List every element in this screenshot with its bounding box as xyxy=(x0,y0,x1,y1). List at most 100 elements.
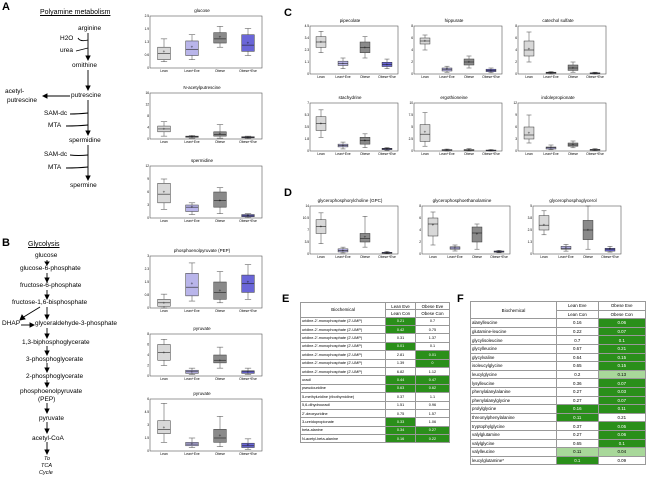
y-tick-label: 1.1 xyxy=(305,60,310,64)
boxplot-3: phosphoenolpyruvate (PEP) Lean Lean+Eve Obe… xyxy=(140,248,264,324)
cell-biochemical: leucylglycine xyxy=(469,369,558,380)
box-lean-eve: + xyxy=(545,144,557,150)
y-tick-label: 6 xyxy=(419,216,421,220)
cell-biochemical: valylglycine xyxy=(469,438,558,449)
box-mean-marker: + xyxy=(320,224,323,229)
node-samdc-1: SAM-dc xyxy=(44,110,68,117)
x-tick-label: Obese xyxy=(360,255,370,259)
table-row: valylleucine 0.11 0.04 xyxy=(469,447,647,457)
box-lean: + xyxy=(419,34,431,51)
table-row: lysylleucine 0.36 0.07 xyxy=(469,378,647,388)
table-row: 3-ureidopropionate 0.33 1.06 xyxy=(299,417,451,427)
node-f6p: fructose-6-phosphate xyxy=(20,282,82,289)
box-lean: + xyxy=(157,293,171,309)
cell-lean-ratio: 0.67 xyxy=(556,343,599,354)
box-mean-marker: + xyxy=(320,121,323,126)
box-iqr xyxy=(560,246,572,250)
node-pep: phosphoenolpyruvate xyxy=(20,388,83,395)
cell-biochemical: N-acetyl-beta-alanine xyxy=(299,434,387,444)
cell-obese-ratio: 0.07 xyxy=(597,326,647,337)
cell-obese-ratio: 1.57 xyxy=(414,408,451,419)
chart-title: pipecolate xyxy=(339,18,361,23)
box-obese-eve: + xyxy=(381,250,393,255)
chart-title: glucose xyxy=(194,8,210,13)
boxplot-6: pipecolate Lean Lean+Eve Obese Obese+Eve 0 1.1… xyxy=(300,18,400,90)
y-tick-label: 0 xyxy=(411,72,413,76)
y-tick-label: 2.5 xyxy=(145,14,150,18)
y-tick-label: 4 xyxy=(419,228,421,232)
boxplot-10: ergothioneine Lean Lean+Eve Obese Obese+Eve 0… xyxy=(404,95,504,167)
table-f-header-lean-con: Lean Con xyxy=(556,309,599,320)
y-tick-label: 16 xyxy=(145,91,149,95)
cell-obese-ratio: 0.01 xyxy=(414,350,451,360)
box-mean-marker: + xyxy=(490,68,493,73)
cell-biochemical: beta-alanine xyxy=(299,425,387,436)
table-row: leucylglycine 0.2 0.13 xyxy=(469,369,647,380)
x-tick-label: Lean+Eve xyxy=(184,219,200,223)
polyamine-title: Polyamine metabolism xyxy=(40,9,111,16)
glycolysis-title: Glycolysis xyxy=(28,241,60,248)
box-mean-marker: + xyxy=(163,300,166,305)
chart-title: glycerophosphoglycerol xyxy=(549,198,597,203)
x-tick-label: Obese+Eve xyxy=(482,75,500,79)
box-mean-marker: + xyxy=(219,288,222,293)
box-lean: + xyxy=(157,121,171,137)
y-tick-label: 4 xyxy=(411,48,413,52)
y-tick-label: 1.5 xyxy=(145,436,150,440)
table-f: Biochemical Lean Eve Obese Eve Lean Con … xyxy=(469,300,647,466)
box-mean-marker: + xyxy=(342,61,345,66)
box-mean-marker: + xyxy=(247,41,250,46)
cell-biochemical: tryptophylglycine xyxy=(469,421,558,431)
y-tick-label: 14 xyxy=(305,204,309,208)
cell-lean-ratio: 0.01 xyxy=(385,341,416,352)
box-mean-marker: + xyxy=(163,425,166,430)
cell-lean-ratio: 0.21 xyxy=(385,316,416,327)
box-obese-eve: + xyxy=(381,146,393,151)
table-row: alanylleucine 0.16 0.06 xyxy=(469,318,647,328)
cell-obese-ratio: 0.04 xyxy=(597,447,647,457)
cell-obese-ratio: 0.05 xyxy=(597,421,647,431)
table-row: 5,6-dihydrouracil 1.51 0.96 xyxy=(299,400,451,410)
box-mean-marker: + xyxy=(219,358,222,363)
box-lean: + xyxy=(427,211,439,246)
chart-plot-area: 0 1.1 2.3 3.4 4.5 + + + + xyxy=(305,24,399,76)
box-mean-marker: + xyxy=(191,205,194,210)
table-row: uracil 0.44 0.47 xyxy=(299,375,451,385)
y-tick-label: 0 xyxy=(307,149,309,153)
table-f-header-obese-eve: Obese Eve xyxy=(597,301,647,311)
boxplot-4: pyruvate Lean Lean+Eve Obese Obese+Eve 0 2 4 6 8 +… xyxy=(140,326,264,392)
box-obese-eve: + xyxy=(604,246,616,253)
table-row: beta-alanine 0.34 0.27 xyxy=(299,425,451,436)
y-tick-label: 12 xyxy=(513,101,517,105)
panel-label-f: F xyxy=(457,293,464,305)
node-mta-1: MTA xyxy=(48,122,62,129)
y-tick-label: 2 xyxy=(411,60,413,64)
y-tick-label: 0 xyxy=(147,449,149,453)
cell-lean-ratio: 0.16 xyxy=(556,318,599,328)
x-tick-label: Lean xyxy=(160,140,168,144)
y-tick-label: 12 xyxy=(145,164,149,168)
box-iqr xyxy=(185,204,199,212)
cell-biochemical: alanylleucine xyxy=(469,318,558,328)
box-lean-eve: + xyxy=(441,148,453,153)
y-tick-label: 8 xyxy=(147,332,149,336)
box-obese-eve: + xyxy=(241,135,255,140)
box-mean-marker: + xyxy=(550,145,553,150)
box-lean: + xyxy=(523,31,535,63)
y-tick-label: 2.5 xyxy=(409,137,414,141)
table-row: tryptophylglycine 0.37 0.05 xyxy=(469,421,647,431)
chart-plot-area: 0 1.3 2.5 3.8 5 + + + + xyxy=(528,204,622,256)
cell-biochemical: uridine-2'-monophosphate (2'-UMP) xyxy=(299,350,387,360)
y-tick-label: 4.5 xyxy=(305,24,310,28)
box-mean-marker: + xyxy=(219,34,222,39)
box-obese: + xyxy=(463,55,475,69)
node-acetyl-coa: acetyl-CoA xyxy=(32,435,64,442)
cell-biochemical: valylleucine xyxy=(469,447,558,457)
cell-obese-ratio: 1.37 xyxy=(414,333,451,343)
box-mean-marker: + xyxy=(191,281,194,286)
box-obese: + xyxy=(359,133,371,148)
chart-frame xyxy=(413,25,503,75)
cell-obese-ratio: 0.21 xyxy=(597,343,647,354)
y-tick-label: 0.6 xyxy=(145,53,150,57)
box-obese-eve: + xyxy=(241,367,255,375)
